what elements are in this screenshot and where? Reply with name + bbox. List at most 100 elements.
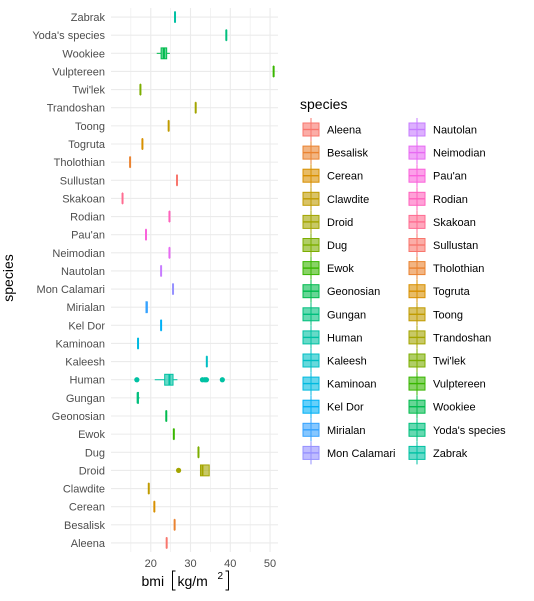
x-axis-label: bmi kg/m 2 — [142, 570, 229, 591]
y-tick-label: Mirialan — [66, 302, 105, 314]
y-tick-label: Togruta — [68, 139, 106, 151]
legend-label: Kel Dor — [327, 402, 364, 414]
legend-label: Pau'an — [433, 171, 467, 183]
y-tick-label: Nautolan — [61, 266, 105, 278]
box-gungan — [136, 391, 140, 404]
legend-item-vulptereen: Vulptereen — [408, 372, 486, 396]
bracket-left — [172, 570, 176, 591]
legend-label: Mirialan — [327, 425, 366, 437]
legend-item-rodian: Rodian — [408, 187, 468, 211]
x-tick-label: 30 — [184, 558, 196, 570]
y-axis-tick-labels: Aleena Besalisk Cerean Clawdite Droid Dug Ewok… — [32, 12, 106, 550]
legend-label: Besalisk — [327, 148, 368, 160]
y-tick-label: Gungan — [66, 393, 105, 405]
y-tick-label: Toong — [75, 121, 105, 133]
plot-marks — [121, 11, 275, 549]
x-tick-label: 40 — [224, 558, 236, 570]
box-wookiee — [156, 47, 170, 60]
legend-label: Toong — [433, 309, 463, 321]
outlier-point — [134, 377, 140, 383]
legend-item-wookiee: Wookiee — [408, 395, 476, 419]
y-tick-label: Neimodian — [52, 248, 105, 260]
x-tick-label: 20 — [145, 558, 157, 570]
box-body — [199, 464, 210, 477]
legend-item-droid: Droid — [302, 210, 353, 234]
bracket-right — [225, 570, 229, 591]
legend-item-twi-lek: Twi'lek — [408, 349, 466, 372]
y-tick-label: Trandoshan — [47, 103, 105, 115]
legend-item-human: Human — [302, 325, 362, 349]
box-human — [134, 373, 225, 386]
legend-item-sullustan: Sullustan — [408, 233, 478, 257]
legend-item-toong: Toong — [408, 302, 463, 326]
legend-label: Cerean — [327, 171, 363, 183]
legend-item-geonosian: Geonosian — [302, 279, 380, 303]
legend-item-yoda-s-species: Yoda's species — [408, 418, 506, 442]
legend-item-togruta: Togruta — [408, 279, 471, 303]
legend-label: Aleena — [327, 125, 362, 137]
y-tick-label: Pau'an — [71, 230, 105, 242]
y-tick-label: Skakoan — [62, 193, 105, 205]
outlier-point — [175, 467, 182, 473]
x-tick-label: 50 — [264, 558, 276, 570]
legend-label: Togruta — [433, 286, 471, 298]
y-tick-label: Rodian — [70, 212, 105, 224]
outlier-point — [219, 377, 225, 383]
legend-label: Clawdite — [327, 194, 369, 206]
legend-label: Trandoshan — [433, 332, 491, 344]
legend-title: species — [300, 96, 347, 112]
y-tick-label: Yoda's species — [32, 30, 105, 42]
legend-label: Mon Calamari — [327, 448, 395, 460]
legend-label: Tholothian — [433, 263, 484, 275]
legend-label: Vulptereen — [433, 379, 486, 391]
legend-item-trandoshan: Trandoshan — [408, 325, 491, 349]
y-tick-label: Tholothian — [54, 157, 105, 169]
legend-label: Kaleesh — [327, 356, 367, 368]
legend-label: Droid — [327, 217, 353, 229]
legend-label: Geonosian — [327, 286, 380, 298]
legend-item-dug: Dug — [302, 233, 347, 257]
y-tick-label: Vulptereen — [52, 66, 105, 78]
legend: species Aleena Besalisk Cerean Clawdite Droid… — [300, 96, 506, 465]
y-axis-label: species — [0, 254, 16, 301]
y-tick-label: Kaminoan — [55, 338, 105, 350]
outlier-point — [203, 377, 210, 383]
legend-item-clawdite: Clawdite — [302, 187, 369, 211]
y-tick-label: Mon Calamari — [37, 284, 105, 296]
legend-item-kaleesh: Kaleesh — [302, 349, 367, 372]
legend-item-skakoan: Skakoan — [408, 210, 476, 234]
x-axis-tick-labels: 20 30 40 50 — [145, 558, 277, 570]
legend-label: Kaminoan — [327, 379, 377, 391]
legend-item-cerean: Cerean — [302, 164, 363, 188]
legend-item-mirialan: Mirialan — [302, 418, 366, 442]
legend-item-neimodian: Neimodian — [408, 141, 486, 165]
legend-item-gungan: Gungan — [302, 302, 366, 326]
legend-item-besalisk: Besalisk — [302, 141, 368, 165]
legend-label: Gungan — [327, 309, 366, 321]
box-droid — [175, 464, 210, 477]
y-tick-label: Geonosian — [52, 411, 105, 423]
y-tick-label: Clawdite — [63, 484, 105, 496]
legend-item-kaminoan: Kaminoan — [302, 372, 377, 396]
legend-label: Human — [327, 332, 362, 344]
y-tick-label: Droid — [79, 465, 105, 477]
legend-item-pau-an: Pau'an — [408, 164, 467, 188]
y-tick-label: Kel Dor — [68, 320, 105, 332]
legend-label: Wookiee — [433, 402, 476, 414]
box-mirialan — [145, 301, 148, 314]
legend-label: Twi'lek — [433, 356, 466, 368]
y-tick-label: Ewok — [78, 429, 105, 441]
legend-label: Zabrak — [433, 448, 468, 460]
legend-item-aleena: Aleena — [302, 118, 362, 141]
y-tick-label: Aleena — [71, 538, 106, 550]
y-tick-label: Twi'lek — [72, 85, 105, 97]
legend-item-ewok: Ewok — [302, 256, 354, 280]
x-axis-label-name: bmi — [142, 573, 165, 589]
legend-item-zabrak: Zabrak — [408, 441, 468, 465]
y-tick-label: Cerean — [69, 502, 105, 514]
legend-label: Sullustan — [433, 240, 478, 252]
y-tick-label: Sullustan — [60, 175, 105, 187]
legend-item-mon-calamari: Mon Calamari — [302, 441, 395, 465]
y-tick-label: Human — [70, 375, 105, 387]
